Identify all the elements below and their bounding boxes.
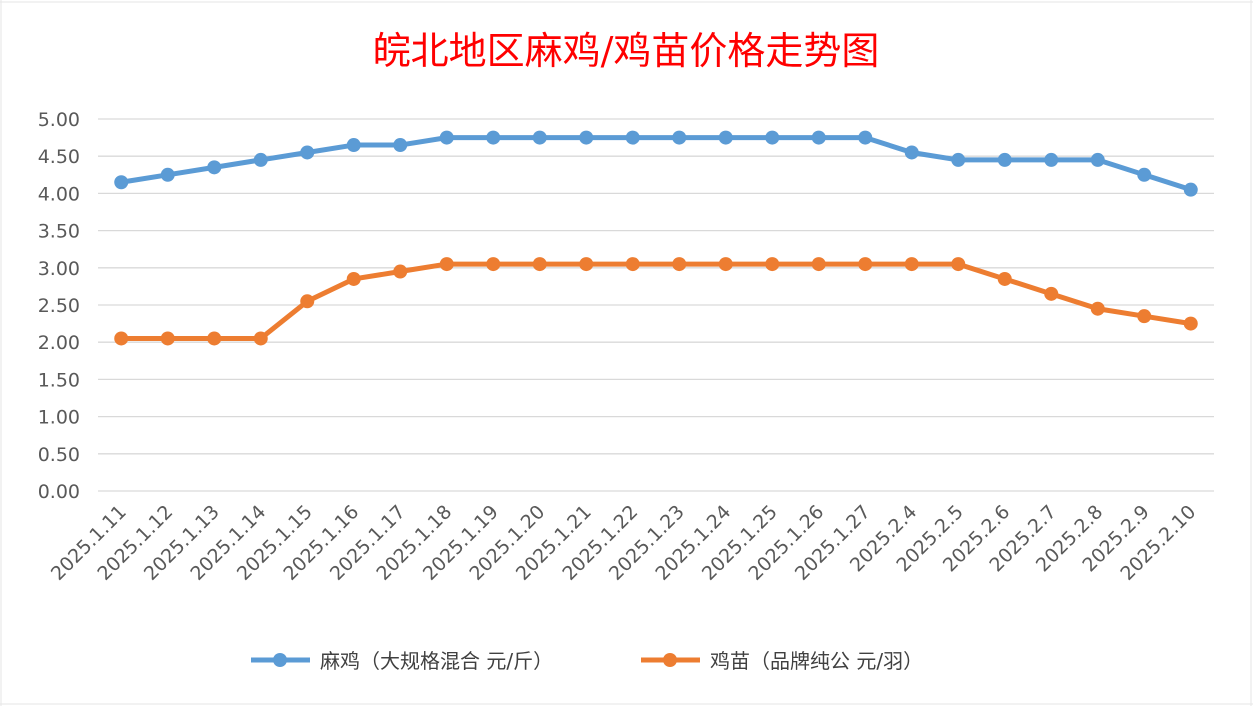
data-point [393,138,408,153]
data-point [904,145,919,160]
series-lines [114,130,1198,346]
data-point [811,257,826,272]
y-tick-label: 3.00 [38,258,80,280]
data-point [1044,286,1059,301]
data-point [1137,167,1152,182]
y-tick-label: 4.00 [38,183,80,205]
data-point [207,331,222,346]
x-axis-ticks: 2025.1.112025.1.122025.1.132025.1.142025… [47,501,1200,585]
legend-marker-series-2 [663,653,677,667]
legend-item-series-2: 鸡苗（品牌纯公 元/羽） [641,649,923,673]
legend-marker-series-1 [273,653,287,667]
data-point [672,130,687,145]
series-line [118,135,1194,193]
y-tick-label: 0.50 [38,444,80,466]
data-point [811,130,826,145]
data-point [718,257,733,272]
data-point [1137,309,1152,324]
gridlines [98,118,1214,492]
data-point [393,264,408,279]
data-point [858,130,873,145]
data-point [532,257,547,272]
data-point [300,145,315,160]
data-point [718,130,733,145]
y-tick-label: 2.50 [38,295,80,317]
data-point [858,257,873,272]
data-point [160,331,175,346]
y-tick-label: 1.00 [38,407,80,429]
data-point [1183,316,1198,331]
data-point [904,257,919,272]
data-point [439,257,454,272]
data-point [532,130,547,145]
data-point [672,257,687,272]
data-point [439,130,454,145]
data-point [114,175,129,190]
data-point [625,257,640,272]
data-point [346,271,361,286]
y-tick-label: 1.50 [38,369,80,391]
y-tick-label: 4.50 [38,146,80,168]
data-point [765,130,780,145]
data-point [997,152,1012,167]
data-point [346,138,361,153]
data-point [951,152,966,167]
data-point [1090,301,1105,316]
data-point [160,167,175,182]
data-point [486,130,501,145]
data-point [1183,182,1198,197]
chart-title: 皖北地区麻鸡/鸡苗价格走势图 [373,29,880,73]
y-tick-label: 0.00 [38,481,80,503]
series-2 [114,257,1198,346]
y-tick-label: 3.50 [38,221,80,243]
data-point [765,257,780,272]
series-1 [114,130,1198,197]
data-point [207,160,222,175]
data-point [1044,152,1059,167]
legend: 麻鸡（大规格混合 元/斤） 鸡苗（品牌纯公 元/羽） [251,649,923,673]
y-tick-label: 2.00 [38,332,80,354]
legend-label-series-2: 鸡苗（品牌纯公 元/羽） [710,649,923,673]
y-tick-label: 5.00 [38,109,80,131]
data-point [1090,152,1105,167]
data-point [579,130,594,145]
data-point [579,257,594,272]
data-point [997,271,1012,286]
legend-label-series-1: 麻鸡（大规格混合 元/斤） [320,649,553,673]
data-point [625,130,640,145]
data-point [951,257,966,272]
data-point [253,331,268,346]
data-point [114,331,129,346]
data-point [486,257,501,272]
y-axis-ticks: 0.00 0.50 1.00 1.50 2.00 2.50 3.00 3.50 4.00 4.50… [38,109,80,503]
legend-item-series-1: 麻鸡（大规格混合 元/斤） [251,649,553,673]
data-point [253,152,268,167]
data-point [300,294,315,309]
series-line [118,261,1194,341]
